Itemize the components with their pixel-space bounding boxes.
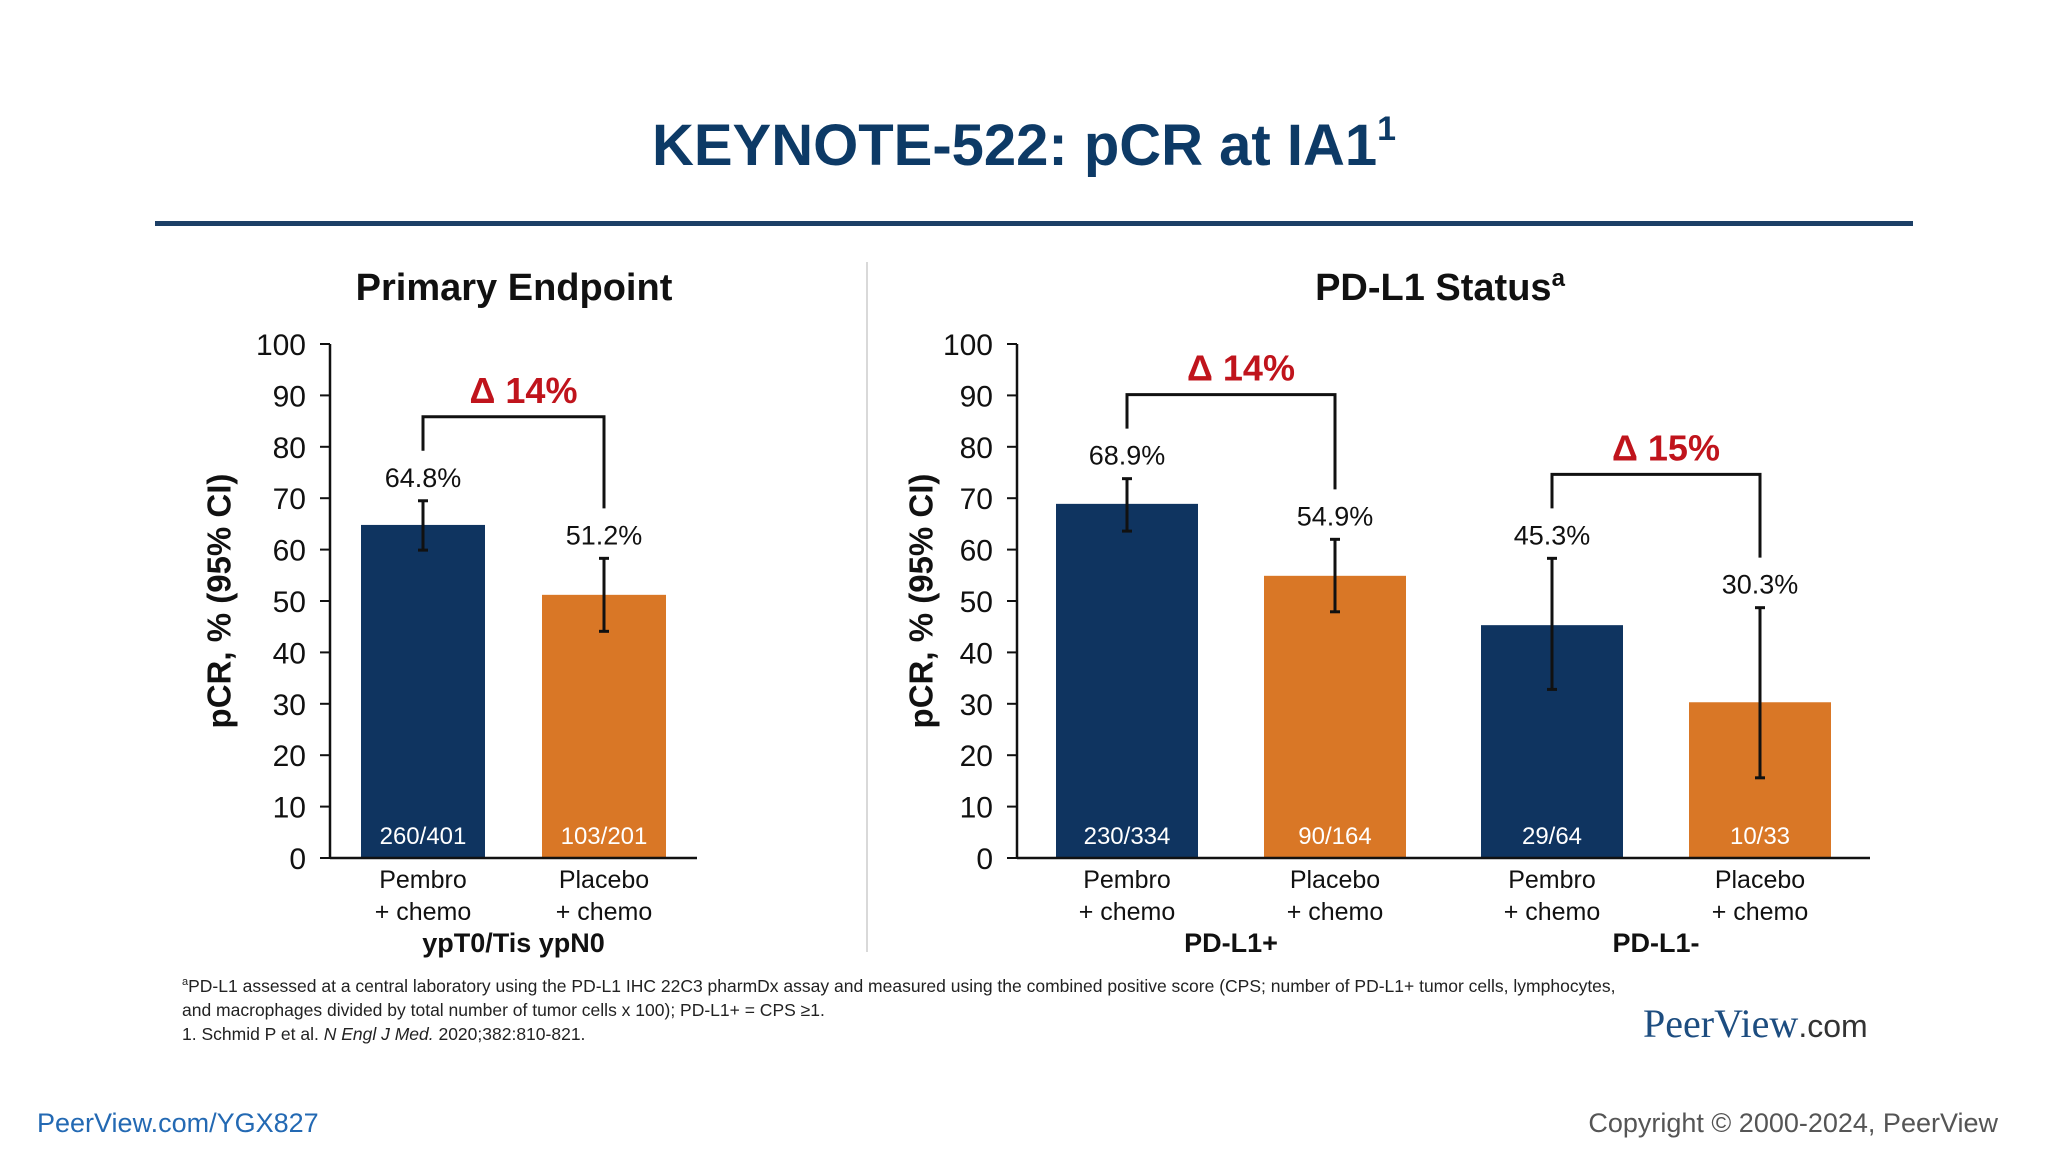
y-tick-label: 50 [273,586,306,619]
delta-label: Δ 14% [1187,348,1295,389]
y-tick-label: 30 [960,689,993,722]
category-label: + chemo [1287,898,1384,926]
bar-n-label: 260/401 [380,823,467,850]
bar [1056,503,1198,858]
bar [361,524,485,858]
reference-suffix: 2020;382:810-821. [433,1023,586,1044]
chart-title-superscript: a [1552,265,1566,292]
category-label: Placebo [1715,866,1805,894]
footnote-a-line1: aPD-L1 assessed at a central laboratory … [182,970,1822,998]
group-label: PD-L1- [1613,928,1700,958]
data-label: 30.3% [1722,570,1799,600]
footnote-a-line2: and macrophages divided by total number … [182,999,825,1020]
y-tick-label: 20 [273,740,306,773]
slide-title-superscript: 1 [1377,110,1397,148]
chart-title: Primary Endpoint [356,267,673,309]
category-label: + chemo [556,898,653,926]
footnote-a-marker: a [182,976,189,988]
category-label: + chemo [1712,898,1809,926]
bar-n-label: 103/201 [561,823,648,850]
category-label: Pembro [1508,866,1596,894]
data-label: 54.9% [1297,501,1374,531]
category-label: + chemo [1504,898,1601,926]
y-tick-label: 10 [960,792,993,825]
y-tick-label: 100 [256,329,306,362]
y-tick-label: 40 [960,637,993,670]
footnotes: aPD-L1 assessed at a central laboratory … [182,970,1822,1046]
category-label: Pembro [379,866,467,894]
group-label: PD-L1+ [1184,928,1278,958]
category-label: Placebo [1290,866,1380,894]
logo-main: PeerView [1643,1001,1799,1046]
reference-prefix: 1. Schmid P et al. [182,1023,324,1044]
y-tick-label: 90 [273,380,306,413]
category-label: + chemo [375,898,472,926]
y-tick-label: 100 [943,329,993,362]
group-label: ypT0/Tis ypN0 [422,928,605,958]
chart-title: PD-L1 Statusa [1315,265,1565,309]
data-label: 64.8% [385,463,462,493]
delta-label: Δ 15% [1612,427,1720,468]
title-rule [155,221,1913,226]
category-label: Pembro [1083,866,1171,894]
y-tick-label: 50 [960,586,993,619]
panel-divider [866,262,868,952]
copyright-text: Copyright © 2000-2024, PeerView [1588,1108,1998,1138]
category-label: Placebo [559,866,649,894]
y-axis-label: pCR, % (95% CI) [903,474,940,729]
y-tick-label: 10 [273,792,306,825]
delta-bracket [1550,472,1762,558]
y-tick-label: 90 [960,380,993,413]
bar-n-label: 90/164 [1298,823,1371,850]
delta-label: Δ 14% [470,370,578,411]
y-axis-label: pCR, % (95% CI) [201,474,238,729]
y-tick-label: 20 [960,740,993,773]
y-tick-label: 80 [273,432,306,465]
bar [542,594,666,858]
data-label: 68.9% [1089,441,1166,471]
y-tick-label: 80 [960,432,993,465]
bar-n-label: 10/33 [1730,823,1790,850]
bar-n-label: 230/334 [1084,823,1171,850]
bar-n-label: 29/64 [1522,823,1582,850]
y-tick-label: 70 [273,483,306,516]
reference-journal: N Engl J Med. [323,1023,434,1044]
data-label: 45.3% [1514,520,1591,550]
bar [1264,575,1406,858]
delta-bracket [421,415,606,509]
y-tick-label: 60 [960,535,993,568]
data-label: 51.2% [566,520,643,550]
slide-title: KEYNOTE-522: pCR at IA11 [0,110,2048,179]
slide-title-text: KEYNOTE-522: pCR at IA1 [651,113,1378,178]
y-tick-label: 0 [976,843,993,876]
y-tick-label: 60 [273,535,306,568]
y-tick-label: 70 [960,483,993,516]
delta-bracket [1125,393,1337,490]
category-label: + chemo [1079,898,1176,926]
peerview-logo: PeerView.com [1643,1000,1868,1047]
y-tick-label: 30 [273,689,306,722]
logo-suffix: .com [1798,1008,1868,1044]
pd-l1-status-chart: PD-L1 Statusa pCR, % (95% CI) 68.9% 230/334… [903,265,1870,958]
footnote-reference: 1. Schmid P et al. N Engl J Med. 2020;38… [182,1022,1822,1046]
footnote-a-text1: PD-L1 assessed at a central laboratory u… [188,975,1616,996]
primary-endpoint-chart: Primary Endpoint pCR, % (95% CI) 64.8% 260/… [201,267,697,958]
peerview-link[interactable]: PeerView.com/YGX827 [37,1108,319,1138]
y-tick-label: 40 [273,637,306,670]
y-tick-label: 0 [289,843,306,876]
